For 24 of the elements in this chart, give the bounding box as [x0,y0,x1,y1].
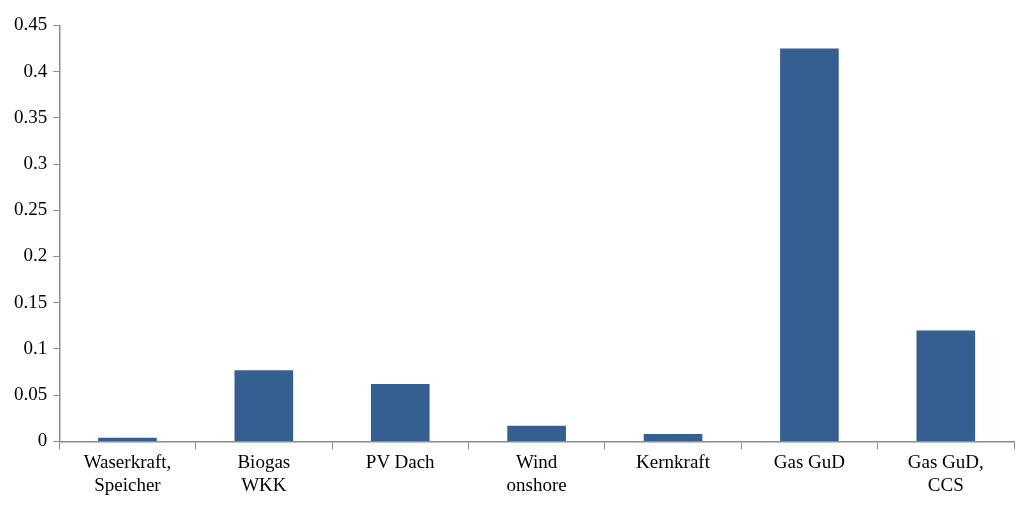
y-tick-label: 0.25 [14,198,48,220]
x-tick-label: Kernkraft [636,450,711,472]
y-tick-label: 0.45 [14,13,48,35]
y-tick-label: 0.15 [14,290,48,312]
bar [234,370,294,441]
y-tick-label: 0.1 [23,336,48,358]
x-tick-label: Biogas WKK [237,450,291,495]
bar [780,48,839,441]
y-tick-label: 0 [37,429,48,451]
x-tick-label: Gas GuD [773,450,846,472]
bar [643,434,703,441]
x-tick-label: PV Dach [365,450,436,472]
x-tick-label: Waserkraft, Speicher [83,450,172,495]
y-tick-label: 0.3 [23,152,48,174]
y-tick-label: 0.05 [14,383,48,405]
bar [916,330,976,441]
y-tick-label: 0.4 [23,59,48,81]
bar [98,437,157,441]
bar [370,384,430,441]
y-tick-label: 0.35 [14,105,48,127]
x-tick-label: Gas GuD, CCS [907,450,984,495]
bar [507,425,566,441]
x-tick-label: Wind onshore [506,450,567,495]
y-tick-label: 0.2 [23,244,48,266]
